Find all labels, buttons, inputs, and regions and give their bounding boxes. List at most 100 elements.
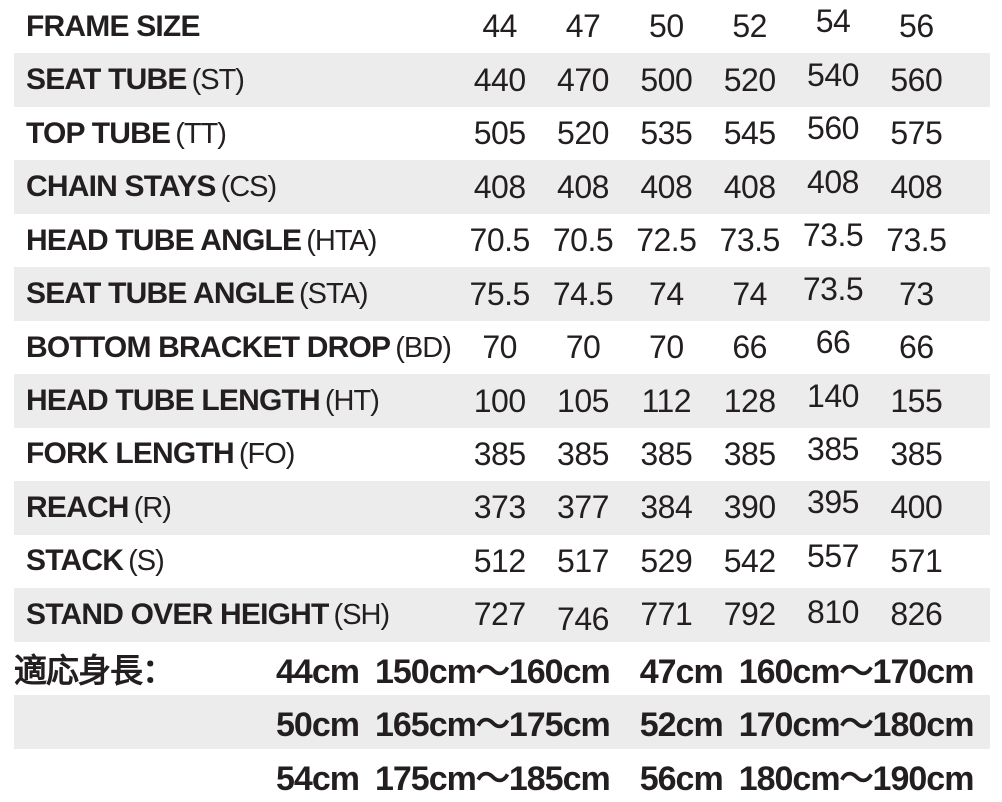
fit-guide-range: 180cm〜190cm [738, 759, 975, 798]
value-cell: 557 [807, 537, 859, 574]
value-cell: 140 [807, 377, 859, 414]
value-cell: 73 [899, 275, 934, 312]
value-cell: 73.5 [802, 270, 864, 307]
value-cell: 560 [807, 110, 859, 147]
row-label: REACH (R) [26, 491, 458, 525]
value-cell: 771 [640, 596, 693, 633]
value-cell: 70 [482, 329, 517, 366]
fit-guide-pair: 56cm 180cm〜190cm [639, 751, 975, 800]
value-cell: 384 [640, 489, 693, 526]
value-cell: 66 [899, 329, 934, 366]
table-row-head-tube-length: HEAD TUBE LENGTH (HT) 100 105 112 128 140… [14, 374, 990, 428]
row-label: STACK (S) [26, 544, 458, 578]
value-cell: 505 [473, 115, 526, 152]
fit-guide-label: 適応身長： [14, 652, 175, 690]
row-values: 440 470 500 520 540 560 [458, 57, 958, 99]
value-cell: 75.5 [469, 275, 531, 312]
value-cell: 542 [723, 542, 776, 579]
fit-guide-size: 56cm [639, 759, 724, 798]
fit-guide-line-2: 50cm 165cm〜175cm 52cm 170cm〜180cm [14, 695, 990, 749]
row-label-text: FRAME SIZE [26, 9, 200, 43]
value-cell: 100 [473, 382, 526, 419]
fit-guide-range: 150cm〜160cm [374, 652, 611, 691]
value-cell: 727 [473, 596, 526, 633]
row-label-text: STACK [26, 544, 124, 578]
value-cell: 47 [565, 8, 601, 45]
value-cell: 66 [815, 324, 851, 361]
row-label: HEAD TUBE ANGLE (HTA) [26, 224, 458, 258]
value-cell: 575 [890, 115, 943, 152]
fit-guide-pair: 47cm 160cm〜170cm [640, 644, 975, 693]
row-values: 70 70 70 66 66 66 [458, 324, 958, 366]
row-label: BOTTOM BRACKET DROP (BD) [26, 331, 458, 365]
value-cell: 408 [890, 168, 943, 205]
value-cell: 540 [807, 56, 859, 93]
table-row-fork-length: FORK LENGTH (FO) 385 385 385 385 385 385 [14, 428, 990, 481]
value-cell: 560 [890, 61, 943, 98]
value-cell: 73.5 [719, 222, 781, 259]
row-abbr: (BD) [395, 331, 452, 364]
value-cell: 70 [565, 329, 601, 366]
value-cell: 792 [723, 596, 776, 633]
value-cell: 440 [473, 61, 526, 98]
fit-guide-range: 170cm〜180cm [738, 706, 975, 745]
row-label-text: HEAD TUBE LENGTH [26, 384, 321, 418]
value-cell: 545 [723, 115, 776, 152]
value-cell: 395 [807, 484, 859, 521]
table-row-head-tube-angle: HEAD TUBE ANGLE (HTA) 70.5 70.5 72.5 73.5… [14, 214, 990, 267]
value-cell: 385 [890, 435, 943, 472]
value-cell: 56 [899, 8, 934, 45]
fit-guide-pair: 52cm 170cm〜180cm [639, 697, 975, 746]
value-cell: 66 [732, 329, 767, 366]
fit-guide-pair: 50cm 165cm〜175cm [276, 697, 611, 746]
fit-guide-size: 54cm [276, 759, 360, 798]
row-label-text: REACH [26, 490, 129, 524]
value-cell: 810 [807, 594, 859, 631]
value-cell: 400 [890, 489, 943, 526]
value-cell: 74.5 [552, 275, 614, 312]
table-row-stand-over-height: STAND OVER HEIGHT (SH) 727 746 771 792 81… [14, 588, 990, 642]
row-abbr: (HTA) [306, 224, 377, 257]
row-label: FRAME SIZE [26, 10, 458, 44]
fit-guide-pair: 44cm 150cm〜160cm [276, 644, 611, 693]
value-cell: 408 [807, 163, 859, 200]
row-values: 727 746 771 792 810 826 [458, 594, 958, 637]
row-values: 512 517 529 542 557 571 [458, 538, 958, 580]
value-cell: 470 [557, 61, 609, 98]
value-cell: 73.5 [886, 222, 947, 259]
value-cell: 520 [557, 115, 609, 152]
fit-guide-size: 52cm [639, 706, 724, 745]
value-cell: 44 [482, 8, 517, 45]
row-values: 100 105 112 128 140 155 [458, 378, 958, 420]
row-abbr: (FO) [238, 438, 296, 471]
value-cell: 128 [723, 382, 776, 419]
fit-guide-size: 50cm [276, 706, 360, 745]
value-cell: 72.5 [636, 222, 697, 259]
table-row-chain-stays: CHAIN STAYS (CS) 408 408 408 408 408 408 [14, 160, 990, 214]
value-cell: 390 [723, 489, 776, 526]
row-abbr: (TT) [175, 117, 227, 150]
fit-guide-range: 175cm〜185cm [374, 759, 611, 798]
value-cell: 70.5 [469, 222, 531, 259]
row-label-text: HEAD TUBE ANGLE [26, 223, 302, 257]
value-cell: 74 [732, 275, 767, 312]
row-label-text: SEAT TUBE [26, 63, 187, 97]
value-cell: 746 [557, 601, 609, 638]
table-row-top-tube: TOP TUBE (TT) 505 520 535 545 560 575 [14, 107, 990, 160]
table-row-frame-size: FRAME SIZE 44 47 50 52 54 56 [14, 0, 990, 53]
value-cell: 105 [557, 382, 609, 419]
row-label-text: TOP TUBE [26, 116, 171, 150]
value-cell: 408 [640, 168, 693, 205]
row-label-text: BOTTOM BRACKET DROP [26, 330, 391, 364]
row-abbr: (CS) [220, 171, 278, 204]
row-values: 373 377 384 390 395 400 [458, 484, 958, 526]
value-cell: 385 [640, 435, 693, 472]
value-cell: 385 [807, 430, 859, 467]
table-row-seat-tube-angle: SEAT TUBE ANGLE (STA) 75.5 74.5 74 74 73.… [14, 267, 990, 321]
fit-guide-line-3: 54cm 175cm〜185cm 56cm 180cm〜190cm [14, 749, 990, 802]
row-label: SEAT TUBE (ST) [26, 63, 458, 97]
row-abbr: (R) [133, 491, 172, 524]
row-abbr: (S) [128, 545, 165, 578]
value-cell: 408 [473, 168, 526, 205]
